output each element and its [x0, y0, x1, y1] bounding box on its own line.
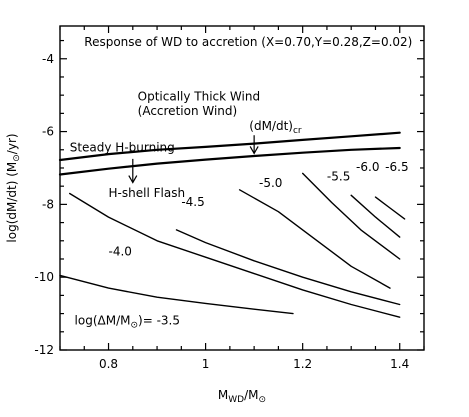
x-tick-label: 1.2	[293, 357, 312, 371]
x-tick-label: 0.8	[99, 357, 118, 371]
annotation-lbl-4.0: -4.0	[109, 244, 132, 258]
arrow-mdot-head	[249, 146, 259, 155]
plot-frame	[59, 25, 425, 351]
curve-critical	[58, 131, 401, 162]
axis-ticks: 0.8 1 1.2 1.4 -12 -10 -8 -6 -4	[34, 26, 425, 371]
annotation-wind2: (Accretion Wind)	[138, 104, 238, 118]
annotation-lbl-5.5: -5.5	[327, 170, 350, 184]
annotation-mdot_cr: (dM/dt)cr	[249, 119, 302, 136]
y-tick-label: -6	[42, 125, 54, 139]
curves	[58, 131, 406, 318]
curve-c-4.0	[69, 192, 401, 318]
y-tick-label: -4	[42, 52, 54, 66]
x-tick-label: 1.4	[390, 357, 409, 371]
annotation-title: Response of WD to accretion (X=0.70,Y=0.…	[84, 35, 412, 49]
y-tick-label: -8	[42, 197, 54, 211]
annotation-lbl-4.5: -4.5	[181, 195, 204, 209]
annotation-lbl-6.0: -6.0	[356, 160, 379, 174]
curve-c-6.0	[350, 194, 401, 238]
annotation-lbl-3.5: log(ΔM/M⊙)= -3.5	[75, 314, 180, 331]
x-tick-label: 1	[202, 357, 210, 371]
curve-c-4.5	[175, 229, 401, 306]
y-tick-label: -10	[34, 270, 54, 284]
curve-c-5.0	[238, 189, 391, 289]
annotation-lbl-5.0: -5.0	[259, 176, 282, 190]
curve-stable	[58, 146, 401, 176]
curve-c-5.5	[302, 172, 401, 260]
annotation-lbl-6.5: -6.5	[385, 160, 408, 174]
annotation-steady: Steady H-burning	[70, 141, 175, 155]
arrows	[128, 135, 259, 184]
annotation-flash: H-shell Flash	[109, 186, 186, 200]
curve-c-6.5	[374, 196, 406, 220]
curve-c-3.5	[59, 274, 294, 315]
y-tick-label: -12	[34, 343, 54, 357]
annotation-wind1: Optically Thick Wind	[138, 90, 260, 104]
y-axis-label: log(dM/dt) (M⊙/yr)	[5, 133, 22, 242]
arrow-steady-head	[128, 175, 138, 184]
annotations: Response of WD to accretion (X=0.70,Y=0.…	[70, 35, 413, 330]
x-axis-label: MWD/M⊙	[218, 388, 266, 405]
